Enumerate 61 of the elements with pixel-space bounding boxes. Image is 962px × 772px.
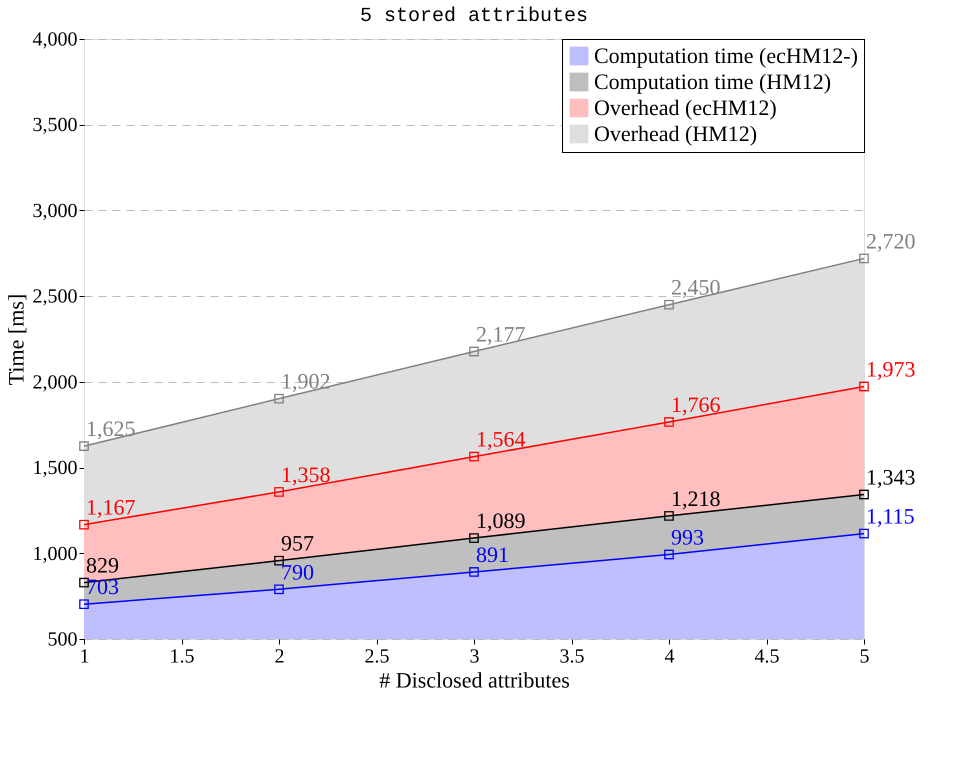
point [274, 487, 284, 497]
x-tick-label: 5 [860, 646, 870, 668]
data-label: 1,902 [281, 368, 330, 394]
data-label: 1,167 [86, 494, 136, 520]
y-tick-label: 3,500 [32, 114, 78, 136]
x-tick-label: 4 [664, 646, 674, 668]
data-label: 1,766 [671, 392, 720, 417]
data-label: 790 [281, 559, 314, 584]
point [79, 520, 89, 530]
point [469, 452, 479, 462]
point [859, 254, 869, 264]
data-label: 1,089 [476, 508, 526, 534]
point [469, 346, 479, 356]
legend-label: Computation time (HM12) [594, 69, 832, 94]
point [664, 417, 674, 427]
legend-label: Overhead (ecHM12) [594, 95, 777, 120]
data-label: 1,973 [866, 356, 916, 382]
point [79, 599, 89, 610]
data-label: 891 [476, 542, 509, 567]
x-tick-label: 3 [470, 646, 480, 668]
point [274, 584, 284, 594]
point [859, 528, 869, 538]
y-tick-label: 1,500 [32, 457, 78, 480]
legend-label: Overhead (HM12) [594, 121, 758, 146]
point [274, 394, 284, 404]
y-axis-title: Time [ms] [4, 294, 28, 386]
y-tick-label: 2,000 [32, 371, 78, 394]
point [79, 441, 89, 451]
chart-title: 5 stored attributes [360, 5, 588, 28]
data-label: 2,450 [671, 274, 720, 300]
y-tick-label: 4,000 [32, 28, 78, 50]
point [664, 300, 674, 310]
data-label: 1,564 [476, 426, 526, 452]
data-label: 1,218 [671, 486, 720, 511]
x-tick-label: 1.5 [170, 646, 194, 668]
x-axis-title: # Disclosed attributes [379, 668, 570, 692]
y-tick-label: 3,000 [32, 200, 78, 222]
data-label: 1,625 [86, 416, 136, 442]
y-tick-label: 2,500 [32, 286, 78, 308]
y-tick-label: 500 [48, 628, 78, 650]
data-label: 957 [281, 530, 314, 556]
point [469, 567, 479, 577]
data-label: 993 [671, 524, 704, 550]
data-label: 2,177 [476, 322, 526, 347]
data-label: 1,358 [281, 462, 330, 487]
point [469, 533, 479, 543]
x-tick-label: 2 [274, 646, 284, 668]
x-tick-label: 3.5 [560, 646, 584, 668]
point [859, 382, 869, 392]
point [664, 550, 674, 560]
point [274, 556, 284, 566]
x-tick-label: 1 [80, 646, 90, 668]
data-label: 1,115 [866, 504, 915, 529]
data-label: 2,720 [866, 228, 916, 254]
y-tick-label: 1,000 [32, 542, 78, 565]
x-tick-label: 2.5 [364, 646, 390, 668]
data-label: 1,343 [866, 464, 916, 490]
legend-label: Computation time (ecHM12-) [594, 43, 858, 68]
point [664, 511, 674, 521]
point [859, 490, 869, 500]
x-tick-label: 4.5 [754, 646, 780, 668]
